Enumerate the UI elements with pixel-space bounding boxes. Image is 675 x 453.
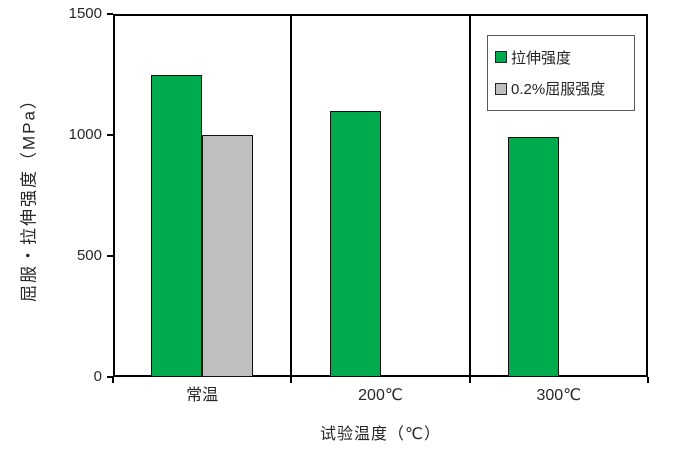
y-axis-tick [107, 255, 113, 257]
y-axis-tick-label: 500 [76, 247, 102, 264]
legend-swatch-icon [495, 82, 507, 95]
legend-label: 拉伸强度 [511, 49, 572, 67]
x-axis-category-label: 200℃ [358, 387, 403, 404]
category-separator-line [290, 14, 293, 377]
y-axis-tick-label: 1500 [68, 5, 102, 22]
legend-item: 0.2%屈服强度 [495, 78, 634, 99]
x-axis-tick [290, 377, 293, 383]
legend-swatch-icon [495, 51, 507, 64]
bar-s1-c1 [151, 74, 203, 377]
y-axis-tick-label: 1000 [68, 126, 102, 143]
legend-item: 拉伸强度 [495, 47, 634, 68]
x-axis-tick [468, 377, 471, 383]
legend: 拉伸强度 0.2%屈服强度 [487, 35, 635, 111]
y-axis-title: 屈服・拉伸强度（MPa） [19, 90, 39, 302]
bar-s2-c1 [202, 135, 254, 377]
x-axis-category-label: 300℃ [536, 387, 582, 404]
plot-area [113, 14, 648, 377]
bar-s1-c2 [329, 110, 381, 377]
bar-s1-c3 [507, 137, 559, 377]
y-axis-tick [107, 13, 113, 15]
category-separator-line [468, 14, 471, 377]
x-axis-category-label: 常温 [186, 387, 219, 404]
x-axis-title: 试验温度（℃） [320, 426, 441, 443]
x-axis-tick [647, 377, 649, 383]
legend-label: 0.2%屈服强度 [511, 81, 606, 99]
x-axis-tick [112, 377, 114, 383]
y-axis-tick [107, 376, 113, 378]
y-axis-tick [107, 134, 113, 136]
y-axis-tick-label: 0 [93, 368, 102, 385]
